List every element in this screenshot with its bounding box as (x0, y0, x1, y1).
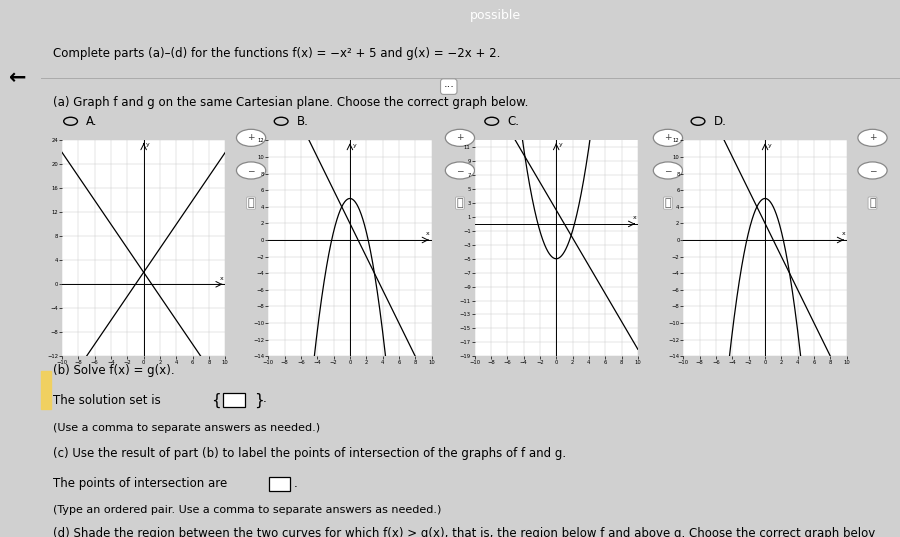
Text: y: y (353, 143, 356, 148)
Circle shape (446, 162, 474, 179)
Text: (c) Use the result of part (b) to label the points of intersection of the graphs: (c) Use the result of part (b) to label … (53, 447, 566, 460)
Text: y: y (768, 143, 771, 148)
Text: y: y (559, 142, 562, 148)
Text: The points of intersection are: The points of intersection are (53, 477, 228, 490)
Text: }: } (254, 393, 264, 408)
Text: ⧉: ⧉ (664, 198, 671, 208)
Text: The solution set is: The solution set is (53, 394, 161, 407)
Text: x: x (427, 231, 430, 236)
Text: ⧉: ⧉ (248, 198, 255, 208)
Text: −: − (664, 166, 671, 175)
Text: {: { (211, 393, 220, 408)
Text: B.: B. (297, 115, 309, 128)
Text: D.: D. (714, 115, 726, 128)
Text: −: − (868, 166, 877, 175)
Text: possible: possible (470, 9, 520, 22)
Text: ←: ← (10, 68, 27, 88)
Text: (Type an ordered pair. Use a comma to separate answers as needed.): (Type an ordered pair. Use a comma to se… (53, 505, 442, 516)
Text: C.: C. (508, 115, 519, 128)
Circle shape (653, 129, 682, 147)
Text: +: + (664, 133, 671, 142)
Text: (a) Graph f and g on the same Cartesian plane. Choose the correct graph below.: (a) Graph f and g on the same Cartesian … (53, 96, 529, 109)
Text: ···: ··· (444, 82, 454, 92)
Text: ⧉: ⧉ (456, 198, 464, 208)
Circle shape (237, 162, 266, 179)
Circle shape (446, 129, 474, 147)
Text: −: − (456, 166, 464, 175)
Circle shape (858, 162, 887, 179)
Text: Complete parts (a)–(d) for the functions f(x) = −x² + 5 and g(x) = −2x + 2.: Complete parts (a)–(d) for the functions… (53, 47, 500, 61)
Text: −: − (248, 166, 255, 175)
Circle shape (653, 162, 682, 179)
Text: (b) Solve f(x) = g(x).: (b) Solve f(x) = g(x). (53, 364, 175, 377)
Circle shape (237, 129, 266, 147)
Text: ⧉: ⧉ (869, 198, 876, 208)
Circle shape (858, 129, 887, 147)
Text: .: . (262, 393, 266, 405)
Text: +: + (456, 133, 464, 142)
Text: x: x (633, 215, 636, 220)
Text: .: . (294, 477, 298, 490)
Text: (Use a comma to separate answers as needed.): (Use a comma to separate answers as need… (53, 423, 320, 432)
Text: +: + (868, 133, 877, 142)
Text: x: x (220, 276, 224, 281)
Bar (40, 371, 50, 409)
Text: (d) Shade the region between the two curves for which f(x) > g(x), that is, the : (d) Shade the region between the two cur… (53, 527, 876, 537)
Text: +: + (248, 133, 255, 142)
Text: y: y (146, 142, 149, 147)
Text: A.: A. (86, 115, 97, 128)
Text: x: x (842, 231, 845, 236)
